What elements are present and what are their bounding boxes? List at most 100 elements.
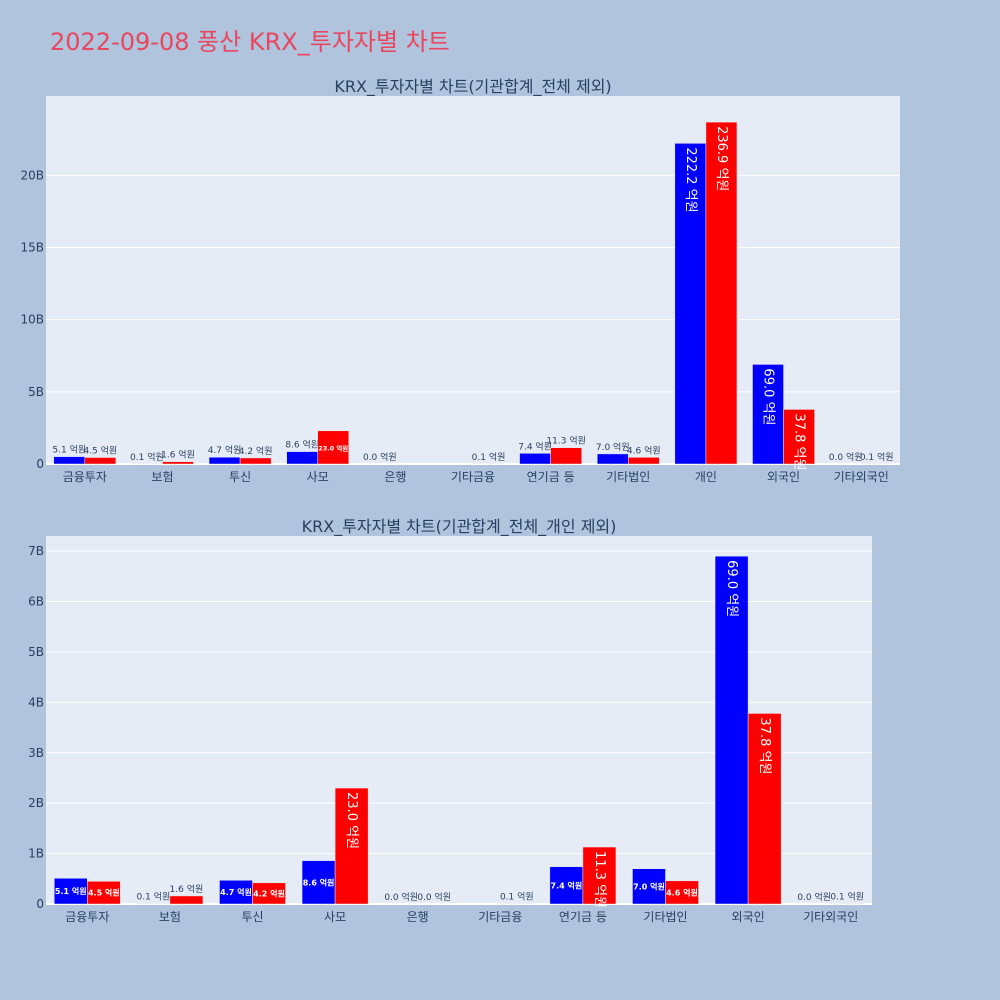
x-tick-label: 기타외국인 <box>834 470 889 484</box>
x-tick-label: 기타금융 <box>451 470 495 484</box>
data-label: 7.0 억원 <box>633 881 665 891</box>
bar <box>334 787 369 905</box>
data-label: 69.0 억원 <box>761 368 776 425</box>
bar <box>632 868 666 905</box>
bar <box>596 453 629 465</box>
data-label: 0.0 억원 <box>829 451 863 463</box>
bar <box>500 903 534 905</box>
bar <box>783 409 815 465</box>
data-label: 23.0 억원 <box>344 792 359 849</box>
y-tick-label: 3B <box>28 746 44 760</box>
y-tick-label: 0 <box>36 897 44 911</box>
data-label: 0.1 억원 <box>500 890 534 902</box>
x-tick-label: 연기금 등 <box>527 470 575 484</box>
data-label: 0.0 억원 <box>417 891 451 903</box>
bar <box>665 880 699 905</box>
bar <box>317 430 350 465</box>
y-tick-label: 4B <box>28 695 44 709</box>
data-label: 0.1 억원 <box>472 451 506 463</box>
x-tick-label: 은행 <box>407 909 429 924</box>
bar <box>714 555 749 905</box>
x-tick-label: 개인 <box>695 470 717 484</box>
chart-bottom: KRX_투자자별 차트(기관합계_전체_개인 제외) 0 1B 2B 3B 4B 5B 6B 7… <box>28 517 872 924</box>
y-tick-label: 20B <box>20 168 44 182</box>
chart-title: KRX_투자자별 차트(기관합계_전체_개인 제외) <box>302 517 617 537</box>
bar <box>301 860 336 905</box>
data-label: 69.0 억원 <box>724 560 739 617</box>
bar <box>169 895 204 905</box>
x-tick-label: 투신 <box>229 470 251 484</box>
data-label: 11.3 억원 <box>546 435 585 447</box>
x-tick-label: 외국인 <box>732 910 765 924</box>
bar <box>519 453 551 465</box>
bar <box>136 903 171 905</box>
bar <box>84 457 117 465</box>
y-tick-label: 5B <box>28 645 44 659</box>
x-tick-label: 기타법인 <box>643 910 687 924</box>
chart-title: KRX_투자자별 차트(기관합계_전체 제외) <box>334 77 611 97</box>
data-label: 0.0 억원 <box>363 451 397 463</box>
data-label: 0.1 억원 <box>137 890 171 902</box>
bar <box>87 881 121 905</box>
bar <box>239 457 272 465</box>
data-label: 1.6 억원 <box>170 883 204 895</box>
data-label: 4.6 억원 <box>627 444 661 456</box>
x-tick-label: 외국인 <box>767 470 800 484</box>
data-label: 11.3 억원 <box>592 851 607 908</box>
data-label: 0.1 억원 <box>130 451 164 463</box>
bar <box>286 451 318 465</box>
data-label: 23.0 억원 <box>318 443 348 452</box>
data-label: 0.0 억원 <box>384 891 418 903</box>
y-tick-label: 2B <box>28 796 44 810</box>
y-tick-label: 6B <box>28 595 44 609</box>
y-tick-label: 5B <box>28 385 44 399</box>
data-label: 7.4 억원 <box>551 880 583 890</box>
x-tick-label: 금융투자 <box>65 910 109 924</box>
data-label: 236.9 억원 <box>714 126 729 191</box>
y-tick-label: 15B <box>20 241 44 255</box>
x-tick-label: 연기금 등 <box>559 910 607 924</box>
x-tick-label: 금융투자 <box>63 470 107 484</box>
x-tick-label: 사모 <box>307 470 329 484</box>
data-label: 4.5 억원 <box>88 888 120 898</box>
data-label: 0.0 억원 <box>797 891 831 903</box>
x-tick-label: 은행 <box>384 469 406 484</box>
x-tick-label: 기타법인 <box>606 470 650 484</box>
data-label: 5.1 억원 <box>52 444 86 456</box>
bar <box>830 903 864 905</box>
y-tick-label: 0 <box>36 457 44 471</box>
bar <box>53 456 86 465</box>
bar <box>582 846 617 905</box>
x-tick-label: 보험 <box>159 910 181 924</box>
bar <box>549 866 584 905</box>
x-tick-label: 기타외국인 <box>803 910 858 924</box>
bar <box>628 457 660 465</box>
data-label: 4.7 억원 <box>220 887 252 897</box>
data-label: 1.6 억원 <box>161 449 195 461</box>
bar <box>550 447 582 465</box>
data-label: 0.1 억원 <box>860 451 894 463</box>
data-label: 37.8 억원 <box>757 717 772 774</box>
data-label: 222.2 억원 <box>683 147 698 212</box>
data-label: 4.2 억원 <box>253 888 285 898</box>
chart-top: KRX_투자자별 차트(기관합계_전체 제외) 0 5B 10B 15B 20B 금융투자 5… <box>20 77 900 484</box>
y-tick-label: 1B <box>28 847 44 861</box>
data-label: 4.5 억원 <box>83 445 117 457</box>
data-label: 5.1 억원 <box>55 886 87 896</box>
data-label: 8.6 억원 <box>285 439 319 451</box>
bar <box>162 461 194 465</box>
x-tick-label: 보험 <box>151 470 173 484</box>
page-title: 2022-09-08 풍산 KRX_투자자별 차트 <box>50 28 450 56</box>
bar <box>752 364 784 465</box>
data-label: 4.7 억원 <box>208 444 242 456</box>
data-label: 8.6 억원 <box>303 877 335 887</box>
data-label: 37.8 억원 <box>792 413 807 470</box>
x-tick-label: 기타금융 <box>478 910 522 924</box>
bar <box>252 882 286 905</box>
data-label: 4.6 억원 <box>666 887 698 897</box>
data-label: 0.1 억원 <box>830 890 864 902</box>
data-label: 4.2 억원 <box>239 445 273 457</box>
bar <box>208 456 241 465</box>
x-tick-label: 투신 <box>241 910 263 924</box>
y-tick-label: 10B <box>20 313 44 327</box>
